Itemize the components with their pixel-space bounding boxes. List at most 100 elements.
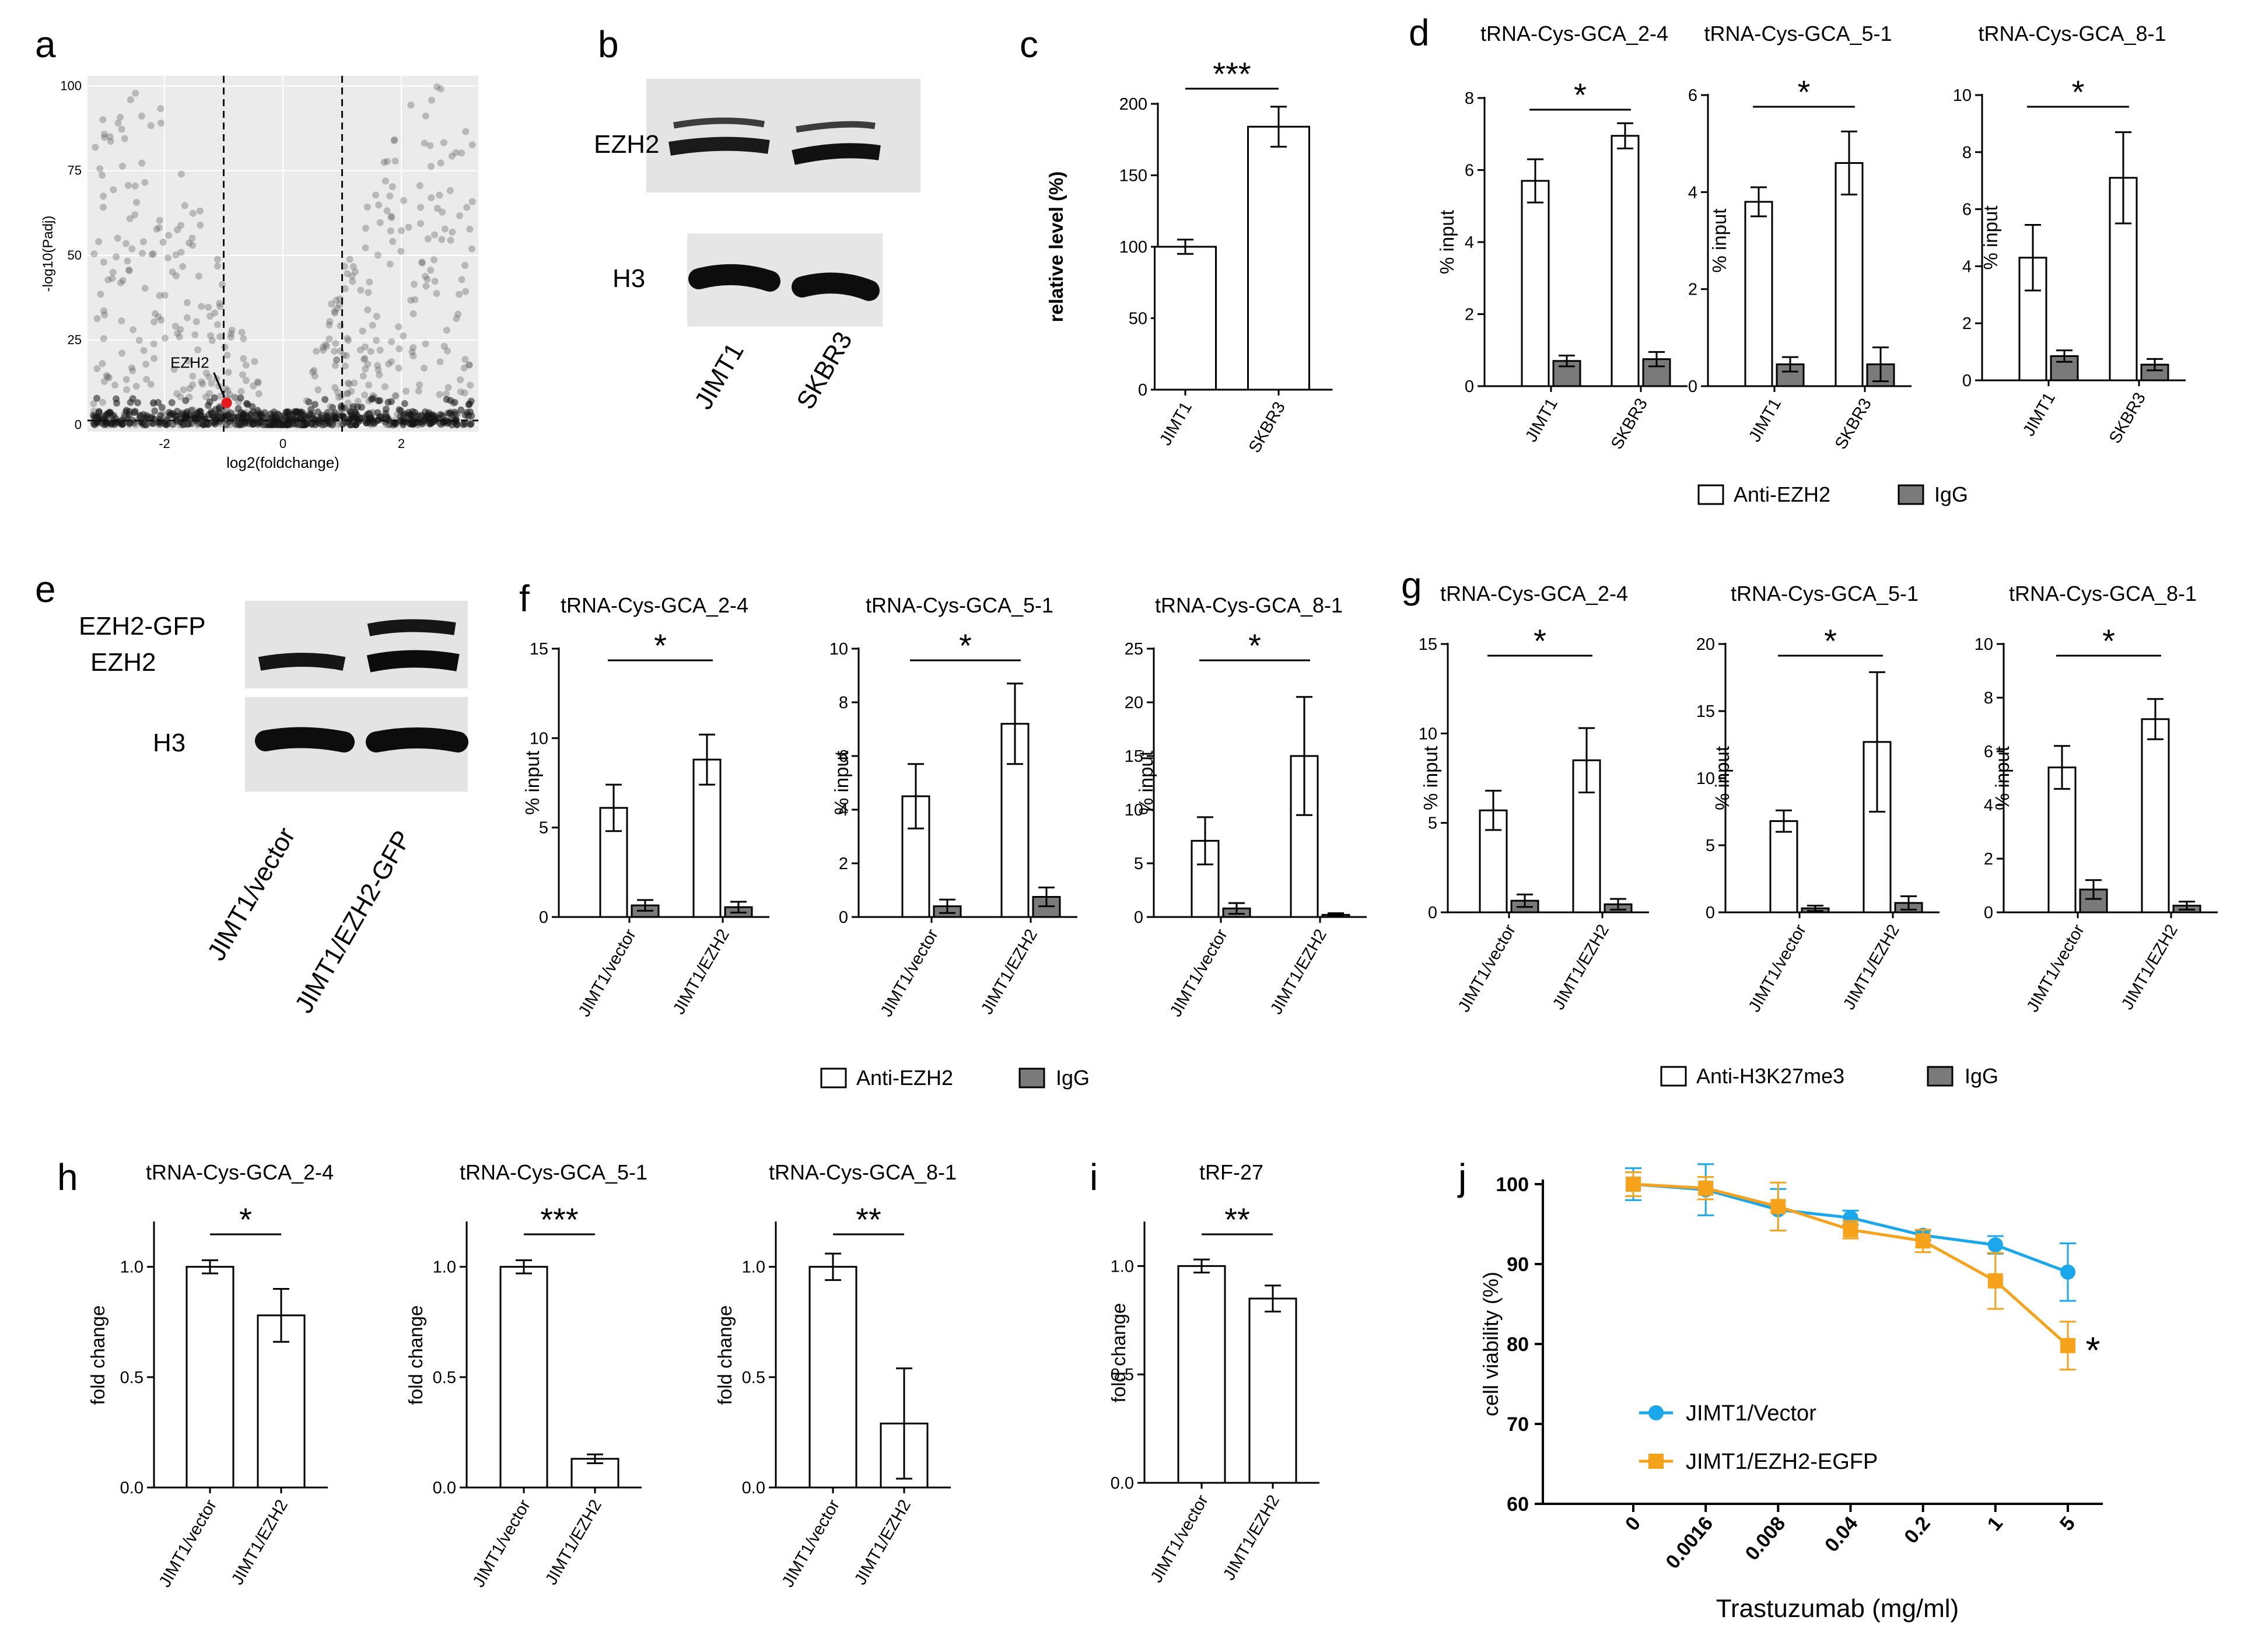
gene-point	[128, 364, 135, 372]
gene-point	[164, 254, 171, 261]
gene-point	[381, 177, 389, 185]
gene-point	[395, 364, 402, 372]
y-tick-label: 6	[1984, 743, 1993, 761]
data-point	[1770, 1199, 1786, 1214]
y-tick-label: 1.0	[120, 1258, 143, 1277]
x-tick-label: SKBR3	[1245, 399, 1289, 456]
gene-point	[114, 235, 121, 242]
y-tick-label: 10	[829, 640, 848, 659]
gene-point	[345, 380, 353, 388]
gene-point	[342, 352, 350, 359]
gene-point	[457, 376, 464, 384]
gene-point	[150, 340, 157, 348]
significance-stars: *	[2102, 622, 2115, 659]
gene-point	[344, 335, 351, 342]
x-tick-label: JIMT1/EZH2	[228, 1497, 292, 1588]
y-tick-label: 4	[839, 801, 848, 820]
gene-point	[461, 356, 469, 363]
bar-igg	[1552, 360, 1581, 387]
y-tick-label: 0	[1134, 908, 1143, 927]
gene-point	[109, 268, 117, 276]
blot-band	[673, 117, 765, 129]
y-axis-label: relative level (%)	[1045, 172, 1067, 323]
gene-point	[376, 346, 384, 354]
blot-lane-ezh2-gfp: JIMT1/EZH2-GFP	[289, 826, 416, 1018]
gene-point	[185, 239, 193, 247]
gene-point	[227, 334, 234, 341]
x-tick-label: 0	[1621, 1513, 1645, 1535]
y-tick-label: 50	[68, 248, 82, 262]
y-tick-label: 8	[839, 694, 848, 712]
gene-point	[250, 382, 257, 390]
y-tick-label: 0	[75, 417, 82, 432]
gene-point	[138, 113, 145, 120]
gene-point	[95, 408, 103, 415]
gene-point	[416, 204, 424, 211]
blot-label-ezh2-gfp: EZH2-GFP	[79, 612, 206, 640]
y-tick-label: 1.0	[1111, 1257, 1134, 1276]
y-tick-label: 4	[1984, 796, 1993, 815]
gene-point	[372, 191, 380, 199]
blot-band	[255, 727, 355, 752]
y-axis-label: fold change	[714, 1306, 736, 1405]
y-tick-label: 6	[1688, 86, 1697, 105]
gene-point	[101, 134, 108, 141]
series-ezh2-egfp	[1625, 1171, 2076, 1371]
gene-point	[457, 388, 464, 396]
gene-point	[409, 310, 417, 318]
gene-point	[385, 360, 393, 368]
annotation-label: EZH2	[170, 354, 209, 372]
gene-point	[216, 303, 224, 310]
bar	[1177, 1265, 1226, 1484]
gene-point	[90, 400, 97, 408]
gene-point	[387, 227, 394, 235]
significance-stars: **	[856, 1201, 881, 1238]
y-tick-label: 0.0	[120, 1479, 143, 1497]
y-axis-label: fold change	[405, 1306, 426, 1405]
gene-point	[141, 421, 148, 429]
gene-point	[436, 191, 443, 199]
gene-point	[421, 365, 428, 372]
bar	[185, 1266, 234, 1489]
gene-point	[461, 421, 468, 428]
gene-point	[309, 368, 316, 376]
gene-point	[381, 383, 388, 390]
blot-label-ezh2: EZH2	[90, 648, 156, 677]
gene-point	[364, 306, 372, 314]
gene-point	[335, 394, 342, 401]
gene-point	[418, 259, 426, 267]
gene-point	[443, 396, 450, 403]
y-tick-label: 10	[1953, 86, 1972, 105]
gene-point	[344, 390, 351, 397]
gene-point	[405, 223, 412, 231]
y-tick-label: 0.0	[742, 1479, 765, 1497]
bar	[257, 1314, 306, 1489]
gene-point	[303, 397, 310, 404]
gene-point	[362, 225, 369, 232]
gene-point	[237, 394, 244, 402]
y-tick-label: 2	[839, 855, 848, 873]
gene-point	[225, 369, 232, 376]
gene-point	[179, 262, 187, 270]
chart-g1: tRNA-Cys-GCA_2-4 0 5 10 15 % input JIMT1/vecto…	[1419, 582, 1649, 1016]
x-tick-label: JIMT1/vector	[1455, 921, 1520, 1015]
gene-point	[337, 420, 345, 428]
gene-point	[157, 316, 165, 324]
legend-label-vector: JIMT1/Vector	[1686, 1401, 1816, 1426]
gene-point	[208, 337, 216, 344]
gene-point	[135, 337, 143, 344]
gene-point	[349, 278, 356, 285]
gene-point	[409, 344, 417, 351]
gene-point	[95, 238, 103, 246]
gene-point	[93, 315, 101, 323]
significance-stars: *	[1824, 622, 1837, 659]
gene-point	[99, 172, 106, 179]
y-axis-label: % input	[521, 751, 543, 815]
gene-point	[369, 321, 376, 329]
gene-point	[365, 289, 372, 296]
gene-point	[122, 376, 130, 383]
gene-point	[145, 418, 152, 425]
gene-point	[99, 398, 107, 406]
gene-point	[430, 256, 438, 264]
y-tick-label: 0.5	[1111, 1366, 1134, 1384]
